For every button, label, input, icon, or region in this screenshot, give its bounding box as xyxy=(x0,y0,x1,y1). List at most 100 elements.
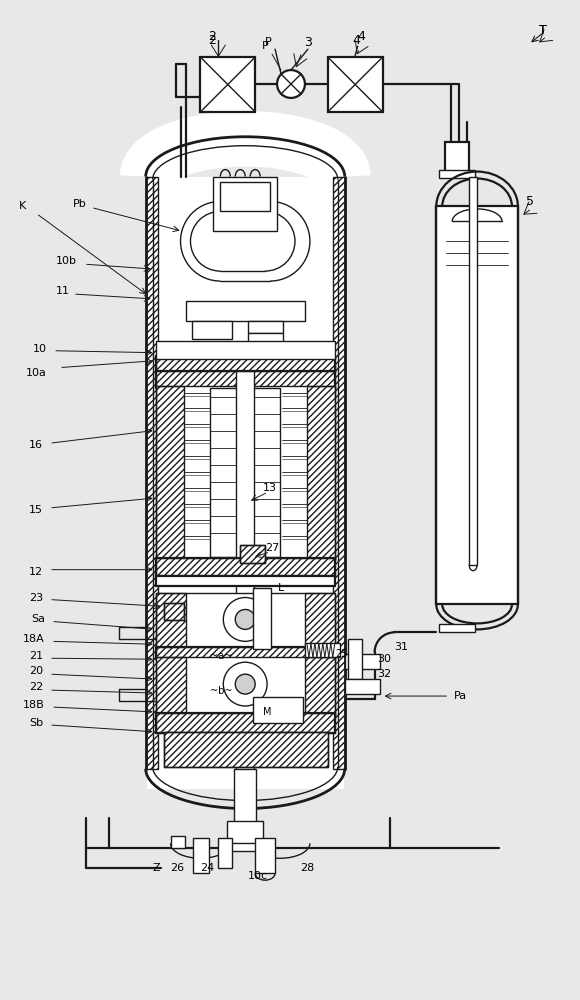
Bar xyxy=(240,545,265,563)
Bar xyxy=(345,679,379,694)
Bar xyxy=(164,732,328,767)
Circle shape xyxy=(235,609,255,629)
Text: Z: Z xyxy=(153,863,160,873)
Bar xyxy=(436,206,518,604)
Text: 10: 10 xyxy=(33,344,47,354)
Text: 18B: 18B xyxy=(23,700,45,710)
Bar xyxy=(155,713,335,733)
Text: 24: 24 xyxy=(201,863,215,873)
Text: 21: 21 xyxy=(29,651,44,661)
Bar xyxy=(213,177,277,231)
Bar xyxy=(155,593,186,650)
Text: 10c: 10c xyxy=(248,871,269,881)
Bar xyxy=(164,603,183,620)
Bar xyxy=(155,647,335,659)
Bar xyxy=(234,769,256,823)
Bar xyxy=(333,177,345,769)
Bar xyxy=(194,838,209,873)
Bar xyxy=(345,654,379,669)
Text: 11: 11 xyxy=(56,286,70,296)
Text: 28: 28 xyxy=(300,863,314,873)
Bar xyxy=(155,647,335,659)
Bar xyxy=(255,838,275,873)
Text: P: P xyxy=(262,41,269,51)
Bar xyxy=(155,713,335,733)
Text: 4: 4 xyxy=(358,30,365,43)
Text: Sa: Sa xyxy=(31,614,45,624)
Text: 10b: 10b xyxy=(56,256,77,266)
Bar xyxy=(155,386,335,560)
Bar xyxy=(248,333,283,343)
Text: 30: 30 xyxy=(378,654,392,664)
Bar xyxy=(236,351,254,818)
Text: K: K xyxy=(19,201,27,211)
Bar xyxy=(469,177,477,565)
Text: 2: 2 xyxy=(208,34,216,47)
Text: 13: 13 xyxy=(263,483,277,493)
Text: 12: 12 xyxy=(29,567,44,577)
Text: 15: 15 xyxy=(29,505,44,515)
Bar xyxy=(211,388,280,557)
Circle shape xyxy=(277,70,305,98)
Bar xyxy=(248,321,283,333)
Bar xyxy=(305,593,335,650)
Bar xyxy=(164,603,183,620)
Bar xyxy=(328,57,383,112)
Bar xyxy=(253,697,303,723)
Bar xyxy=(305,643,340,657)
Bar xyxy=(155,356,335,371)
Bar xyxy=(201,57,255,112)
Bar xyxy=(155,366,335,388)
Text: P: P xyxy=(265,37,272,47)
Text: 27: 27 xyxy=(265,543,280,553)
Bar xyxy=(193,321,232,339)
Text: T: T xyxy=(539,24,546,37)
Bar xyxy=(240,545,265,563)
Text: 22: 22 xyxy=(29,682,44,692)
Bar xyxy=(146,177,158,769)
Circle shape xyxy=(223,662,267,706)
Text: M: M xyxy=(263,707,271,717)
Bar xyxy=(155,386,183,560)
Text: ~a~: ~a~ xyxy=(211,651,233,661)
Text: 25: 25 xyxy=(335,649,347,659)
Text: 3: 3 xyxy=(304,36,312,49)
Bar xyxy=(171,836,184,848)
Bar xyxy=(155,657,335,715)
Text: Sb: Sb xyxy=(29,718,44,728)
Text: 18A: 18A xyxy=(23,634,45,644)
Bar xyxy=(147,769,344,789)
Text: ~b~: ~b~ xyxy=(211,686,233,696)
Text: T: T xyxy=(539,24,546,37)
Bar xyxy=(155,341,335,359)
Bar xyxy=(155,366,335,388)
Text: 4: 4 xyxy=(353,34,361,47)
Text: 31: 31 xyxy=(394,642,408,652)
Bar xyxy=(222,843,268,851)
Text: 32: 32 xyxy=(378,669,392,679)
Text: 2: 2 xyxy=(208,30,216,43)
Text: 23: 23 xyxy=(29,593,44,603)
Bar xyxy=(186,301,305,321)
Text: 26: 26 xyxy=(171,863,184,873)
Bar xyxy=(253,588,271,649)
Bar xyxy=(155,558,335,576)
Text: Pb: Pb xyxy=(73,199,87,209)
Bar xyxy=(155,593,335,650)
Circle shape xyxy=(223,598,267,641)
Circle shape xyxy=(235,674,255,694)
Bar xyxy=(445,142,469,172)
Bar xyxy=(443,206,512,604)
Bar xyxy=(155,558,335,576)
Text: 5: 5 xyxy=(526,195,534,208)
Bar xyxy=(439,624,475,632)
Text: 20: 20 xyxy=(29,666,44,676)
Bar xyxy=(439,170,475,178)
Bar xyxy=(307,386,335,560)
Bar xyxy=(164,732,328,767)
Bar xyxy=(155,576,335,586)
Bar xyxy=(305,657,335,715)
Bar xyxy=(227,821,263,849)
Text: Pa: Pa xyxy=(454,691,467,701)
Bar xyxy=(155,657,186,715)
